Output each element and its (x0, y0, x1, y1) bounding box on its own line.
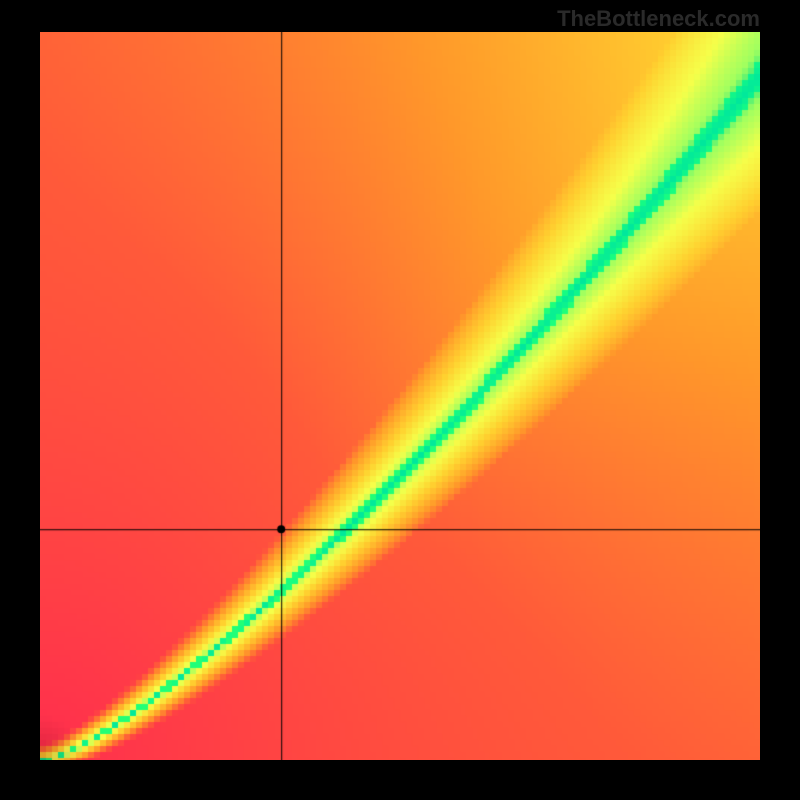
plot-area (40, 32, 760, 760)
root: TheBottleneck.com (0, 0, 800, 800)
watermark-text: TheBottleneck.com (557, 6, 760, 32)
heatmap-canvas (40, 32, 760, 760)
